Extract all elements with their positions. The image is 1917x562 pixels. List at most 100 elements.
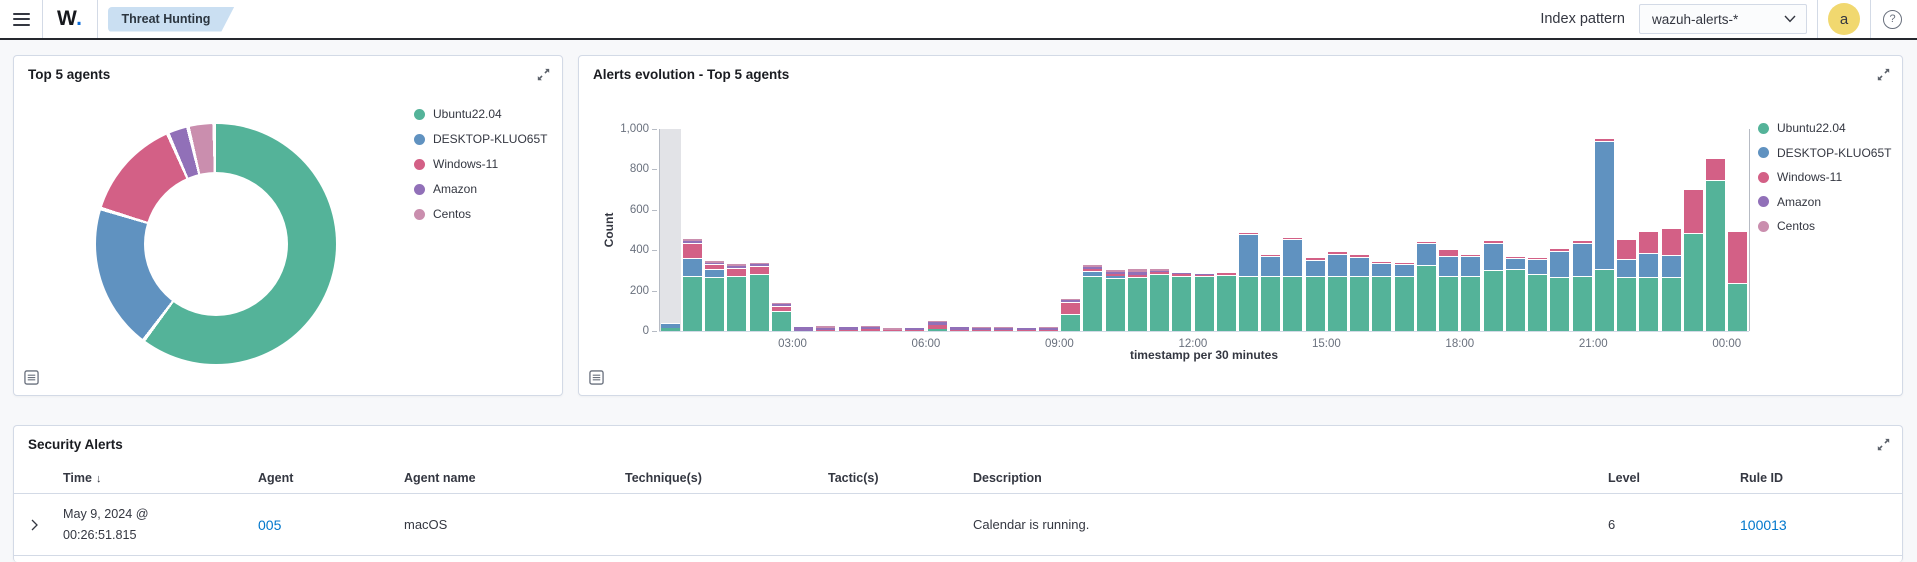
- bar-segment-Windows-11[interactable]: [1194, 274, 1214, 277]
- legend-item-Windows-11[interactable]: Windows-11: [414, 157, 547, 171]
- bar-segment-Windows-11[interactable]: [1172, 274, 1192, 277]
- bar-segment-Windows-11[interactable]: [1594, 139, 1614, 142]
- legend-item-DESKTOP-KLUO65T[interactable]: DESKTOP-KLUO65T: [1758, 146, 1891, 160]
- bar-segment-Amazon[interactable]: [972, 327, 992, 330]
- bar-segment-Windows-11[interactable]: [883, 330, 903, 331]
- bar-segment-DESKTOP-KLUO65T[interactable]: [1528, 259, 1548, 275]
- legend-item-Centos[interactable]: Centos: [414, 207, 547, 221]
- bar-segment-Windows-11[interactable]: [1216, 273, 1236, 276]
- bar-segment-DESKTOP-KLUO65T[interactable]: [1483, 242, 1503, 270]
- bar-segment-Windows-11[interactable]: [994, 330, 1014, 331]
- bar-segment-Ubuntu22.04[interactable]: [1350, 276, 1370, 331]
- bar-segment-Amazon[interactable]: [794, 327, 814, 331]
- column-header-time[interactable]: Time ↓: [63, 470, 102, 485]
- bar-segment-Ubuntu22.04[interactable]: [749, 274, 769, 331]
- rule-id-link[interactable]: 100013: [1740, 516, 1787, 533]
- bar-segment-Ubuntu22.04[interactable]: [1327, 276, 1347, 331]
- bar-segment-DESKTOP-KLUO65T[interactable]: [1594, 141, 1614, 269]
- bar-segment-DESKTOP-KLUO65T[interactable]: [682, 258, 702, 277]
- bar-segment-Ubuntu22.04[interactable]: [1683, 232, 1703, 331]
- bar-segment-Amazon[interactable]: [1083, 267, 1103, 270]
- bar-segment-Centos[interactable]: [1127, 269, 1147, 272]
- bar-segment-Ubuntu22.04[interactable]: [1083, 276, 1103, 331]
- bar-segment-DESKTOP-KLUO65T[interactable]: [1661, 255, 1681, 277]
- bar-segment-DESKTOP-KLUO65T[interactable]: [1416, 242, 1436, 265]
- bar-segment-Windows-11[interactable]: [749, 265, 769, 275]
- index-pattern-select[interactable]: wazuh-alerts-*: [1639, 4, 1807, 34]
- bar-segment-DESKTOP-KLUO65T[interactable]: [1505, 258, 1525, 269]
- bar-segment-Windows-11[interactable]: [1261, 254, 1281, 257]
- bar-segment-Ubuntu22.04[interactable]: [1550, 276, 1570, 331]
- bar-segment-Ubuntu22.04[interactable]: [1261, 276, 1281, 331]
- help-icon[interactable]: ?: [1883, 9, 1902, 29]
- bar-segment-Windows-11[interactable]: [972, 330, 992, 331]
- bar-segment-Centos[interactable]: [816, 325, 836, 328]
- bar-segment-DESKTOP-KLUO65T[interactable]: [1305, 260, 1325, 277]
- bar-segment-Amazon[interactable]: [1172, 273, 1192, 275]
- bar-segment-DESKTOP-KLUO65T[interactable]: [1261, 256, 1281, 277]
- bar-segment-DESKTOP-KLUO65T[interactable]: [1327, 253, 1347, 277]
- bar-segment-Ubuntu22.04[interactable]: [1238, 276, 1258, 331]
- bar-segment-Centos[interactable]: [1038, 327, 1058, 328]
- bar-segment-Amazon[interactable]: [994, 328, 1014, 331]
- bar-segment-Amazon[interactable]: [705, 262, 725, 265]
- bar-segment-Windows-11[interactable]: [1572, 241, 1592, 243]
- bar-segment-DESKTOP-KLUO65T[interactable]: [1105, 276, 1125, 278]
- bar-segment-Windows-11[interactable]: [1706, 157, 1726, 181]
- bar-segment-Ubuntu22.04[interactable]: [1372, 276, 1392, 331]
- legend-item-Ubuntu22.04[interactable]: Ubuntu22.04: [1758, 121, 1891, 135]
- bar-segment-Windows-11[interactable]: [705, 264, 725, 270]
- inspector-list-icon[interactable]: [22, 368, 41, 387]
- bar-segment-Ubuntu22.04[interactable]: [1528, 274, 1548, 331]
- bar-segment-Amazon[interactable]: [927, 322, 947, 326]
- bar-segment-Centos[interactable]: [705, 261, 725, 263]
- bar-segment-Windows-11[interactable]: [1394, 262, 1414, 264]
- bar-segment-Windows-11[interactable]: [1483, 240, 1503, 243]
- bar-segment-Ubuntu22.04[interactable]: [1461, 276, 1481, 331]
- bar-segment-Ubuntu22.04[interactable]: [1505, 269, 1525, 331]
- bar-segment-DESKTOP-KLUO65T[interactable]: [660, 322, 680, 328]
- bar-segment-Centos[interactable]: [682, 239, 702, 242]
- bar-segment-Ubuntu22.04[interactable]: [682, 276, 702, 331]
- bar-segment-Amazon[interactable]: [1038, 327, 1058, 330]
- user-avatar[interactable]: a: [1828, 3, 1860, 35]
- donut-chart-top5-agents[interactable]: [96, 124, 336, 364]
- bar-segment-Ubuntu22.04[interactable]: [1416, 264, 1436, 331]
- column-header-level[interactable]: Level: [1608, 470, 1640, 485]
- bar-segment-Centos[interactable]: [771, 302, 791, 305]
- bar-segment-Amazon[interactable]: [1016, 328, 1036, 331]
- legend-item-DESKTOP-KLUO65T[interactable]: DESKTOP-KLUO65T: [414, 132, 547, 146]
- bar-segment-Amazon[interactable]: [1105, 272, 1125, 275]
- bar-segment-Windows-11[interactable]: [1038, 330, 1058, 331]
- bar-segment-Centos[interactable]: [727, 264, 747, 266]
- bar-segment-Centos[interactable]: [883, 328, 903, 330]
- bar-segment-Amazon[interactable]: [1150, 270, 1169, 273]
- expand-icon[interactable]: [1874, 435, 1892, 453]
- bar-segment-Amazon[interactable]: [771, 304, 791, 306]
- bar-segment-Ubuntu22.04[interactable]: [1105, 277, 1125, 331]
- bar-segment-Ubuntu22.04[interactable]: [1594, 269, 1614, 331]
- bar-segment-Windows-11[interactable]: [1528, 257, 1548, 260]
- bar-segment-Centos[interactable]: [1150, 269, 1169, 271]
- bar-segment-Windows-11[interactable]: [1505, 256, 1525, 259]
- bar-segment-Windows-11[interactable]: [816, 330, 836, 331]
- bar-segment-DESKTOP-KLUO65T[interactable]: [1461, 256, 1481, 277]
- bar-segment-Ubuntu22.04[interactable]: [1728, 282, 1748, 331]
- bar-segment-Ubuntu22.04[interactable]: [660, 327, 680, 331]
- bar-segment-DESKTOP-KLUO65T[interactable]: [1283, 238, 1303, 277]
- legend-item-Centos[interactable]: Centos: [1758, 219, 1891, 233]
- bar-segment-Centos[interactable]: [972, 326, 992, 328]
- bar-segment-Windows-11[interactable]: [927, 325, 947, 329]
- bar-segment-DESKTOP-KLUO65T[interactable]: [1372, 262, 1392, 277]
- bar-segment-Windows-11[interactable]: [1238, 232, 1258, 235]
- bar-segment-Ubuntu22.04[interactable]: [1439, 276, 1459, 331]
- column-header-techniques[interactable]: Technique(s): [625, 470, 702, 485]
- bar-segment-Amazon[interactable]: [1061, 300, 1081, 302]
- expand-icon[interactable]: [1874, 65, 1892, 83]
- row-expand-chevron-icon[interactable]: [22, 513, 46, 537]
- bar-segment-DESKTOP-KLUO65T[interactable]: [705, 269, 725, 278]
- bar-segment-Windows-11[interactable]: [1105, 274, 1125, 277]
- bar-segment-Amazon[interactable]: [816, 327, 836, 330]
- bar-segment-Windows-11[interactable]: [1661, 228, 1681, 256]
- legend-item-Windows-11[interactable]: Windows-11: [1758, 170, 1891, 184]
